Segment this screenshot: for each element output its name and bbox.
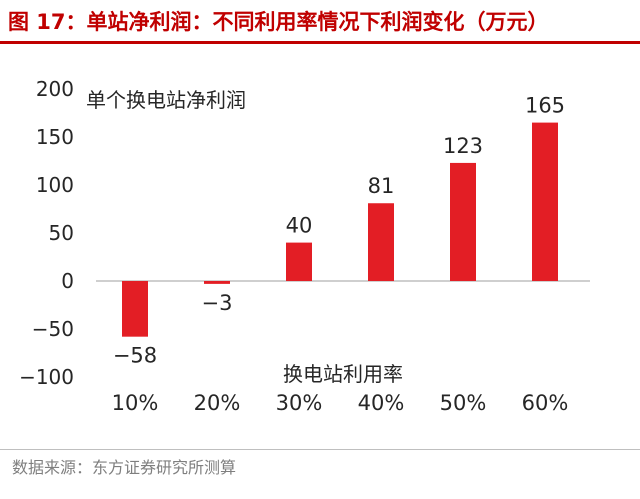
data-label: 123 (443, 134, 483, 158)
data-label: 81 (368, 174, 395, 198)
data-label: −3 (202, 291, 233, 315)
bar-60% (532, 122, 558, 281)
x-tick-label: 30% (276, 391, 323, 415)
bar-40% (368, 203, 394, 281)
x-tick-label: 60% (522, 391, 569, 415)
data-label: 40 (286, 214, 313, 238)
bar-50% (450, 162, 476, 281)
y-tick-label: 150 (36, 125, 74, 149)
data-label: 165 (525, 94, 565, 118)
bar-20% (204, 281, 230, 284)
y-tick-label: 50 (49, 221, 74, 245)
figure-title: 图 17：单站净利润：不同利用率情况下利润变化（万元） (8, 10, 549, 34)
data-label: −58 (113, 344, 157, 368)
x-tick-label: 40% (358, 391, 405, 415)
chart-inner-title: 单个换电站净利润 (86, 88, 246, 112)
bar-chart: 单个换电站净利润 换电站利用率 200 150 100 50 0 −50 −100 −58 10… (19, 77, 590, 415)
y-tick-label: 100 (36, 173, 74, 197)
x-tick-label: 20% (194, 391, 241, 415)
y-tick-label: −50 (32, 317, 74, 341)
x-axis-title: 换电站利用率 (283, 362, 403, 386)
y-tick-label: 0 (61, 269, 74, 293)
bar-30% (286, 242, 312, 281)
y-tick-label: 200 (36, 77, 74, 101)
data-source-note: 数据来源：东方证券研究所测算 (12, 458, 237, 477)
y-tick-label: −100 (19, 365, 74, 389)
title-divider (0, 41, 640, 44)
x-tick-label: 10% (112, 391, 159, 415)
x-tick-label: 50% (440, 391, 487, 415)
bar-10% (122, 281, 148, 337)
footer-divider (0, 449, 640, 450)
